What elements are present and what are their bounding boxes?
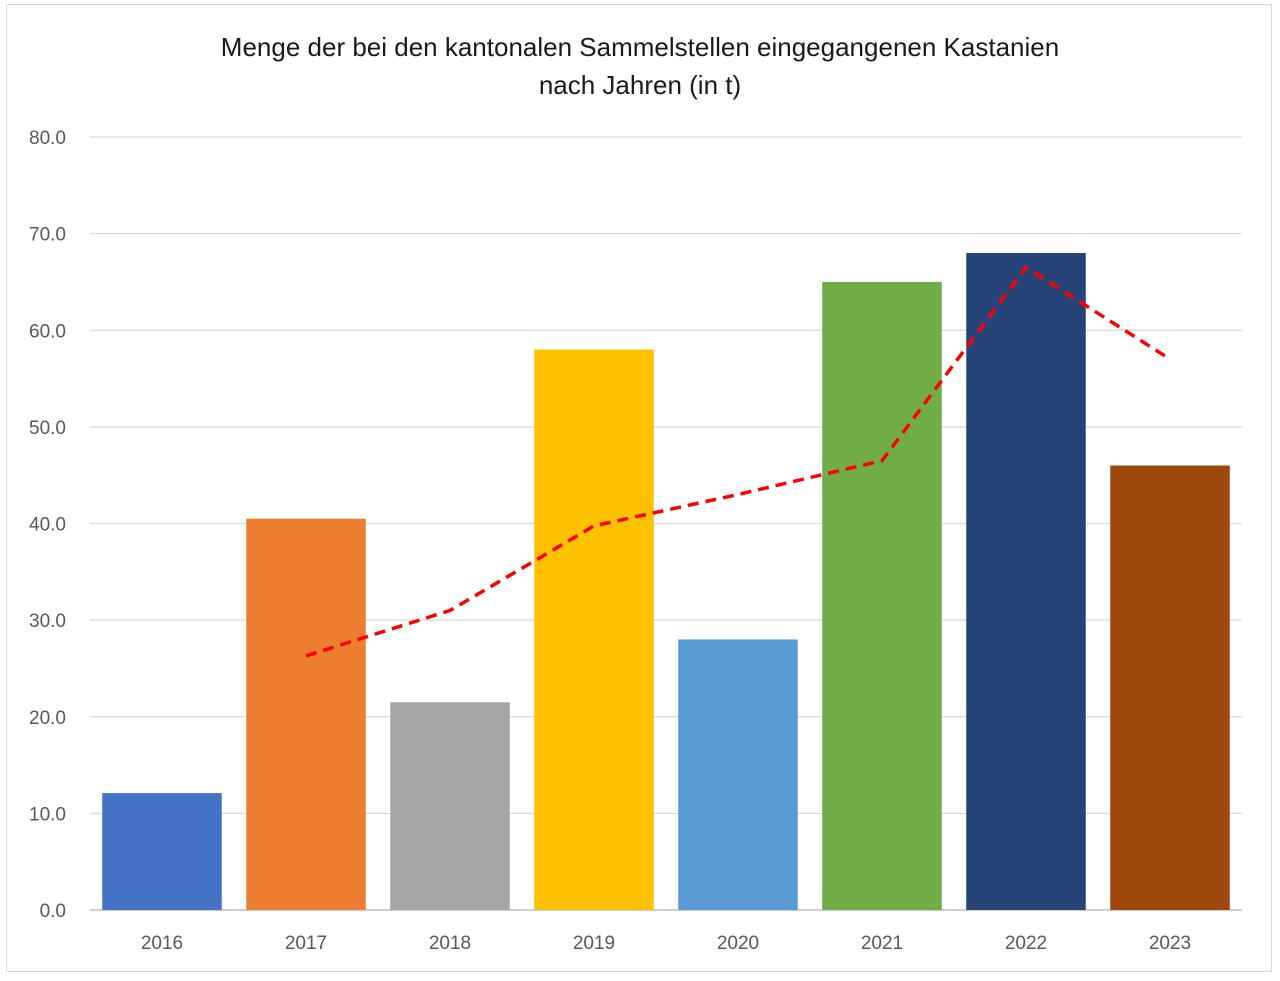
y-tick-label: 30.0 (29, 611, 66, 632)
x-tick-label: 2017 (285, 933, 327, 954)
y-tick-label: 60.0 (29, 321, 66, 342)
x-tick-label: 2019 (573, 933, 615, 954)
x-axis-ticks: 2016 2017 2018 2019 2020 2021 2022 2023 (141, 933, 1191, 954)
bar-2023 (1110, 465, 1230, 910)
bar-2020 (678, 639, 798, 910)
y-tick-label: 10.0 (29, 804, 66, 825)
y-tick-label: 40.0 (29, 515, 66, 536)
x-tick-label: 2020 (717, 933, 759, 954)
trendline-group (305, 265, 1171, 658)
y-tick-label: 0.0 (40, 901, 66, 922)
y-tick-label: 80.0 (29, 128, 66, 149)
bar-2017 (246, 518, 366, 910)
x-tick-label: 2022 (1005, 933, 1047, 954)
chart-title: Menge der bei den kantonalen Sammelstell… (0, 28, 1280, 104)
x-tick-label: 2016 (141, 933, 183, 954)
bar-2022 (966, 252, 1086, 910)
x-tick-label: 2021 (861, 933, 903, 954)
bars (102, 252, 1230, 910)
chart-title-line-2: nach Jahren (in t) (538, 70, 742, 100)
bar-2021 (822, 281, 942, 910)
bar-2019 (534, 349, 654, 910)
trendline (305, 265, 1171, 658)
y-tick-label: 50.0 (29, 418, 66, 439)
bar-2016 (102, 793, 222, 910)
y-axis-ticks: 0.0 10.0 20.0 30.0 40.0 50.0 60.0 70.0 80.0 (29, 128, 66, 922)
y-tick-label: 20.0 (29, 708, 66, 729)
x-tick-label: 2018 (429, 933, 471, 954)
bar-2018 (390, 702, 510, 910)
y-tick-label: 70.0 (29, 225, 66, 246)
chart-title-line-1: Menge der bei den kantonalen Sammelstell… (220, 32, 1060, 62)
x-tick-label: 2023 (1149, 933, 1191, 954)
